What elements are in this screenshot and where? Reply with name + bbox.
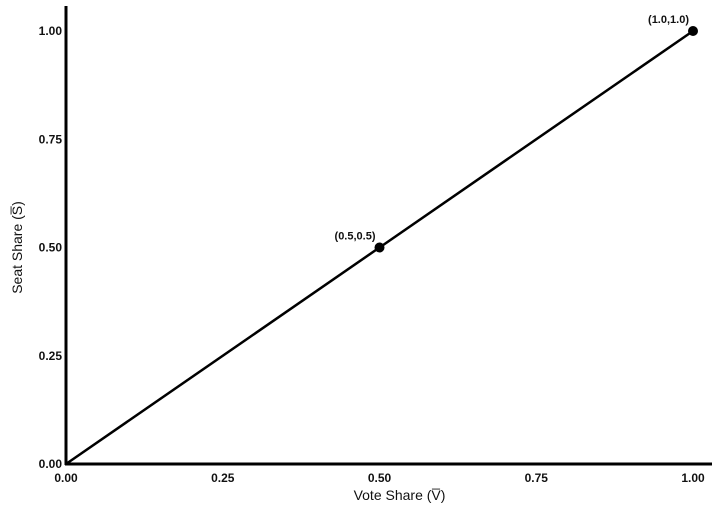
y-tick-label: 0.00 [39, 457, 63, 471]
point-label: (1.0,1.0) [648, 14, 689, 26]
x-tick-labels: 0.00 0.25 0.50 0.75 1.00 [54, 471, 705, 485]
y-tick-label: 0.25 [39, 349, 63, 363]
x-tick-label: 0.50 [368, 471, 392, 485]
data-point [374, 242, 385, 253]
y-axis-title: Seat Share (S̅) [9, 201, 25, 294]
x-axis-title: Vote Share (V̅) [354, 487, 446, 503]
y-tick-label: 1.00 [39, 24, 63, 38]
y-tick-label: 0.50 [39, 241, 63, 255]
y-tick-label: 0.75 [39, 132, 63, 146]
y-tick-labels: 0.00 0.25 0.50 0.75 1.00 [39, 24, 63, 471]
x-tick-label: 0.00 [54, 471, 78, 485]
axes [64, 6, 712, 466]
x-tick-label: 0.25 [211, 471, 235, 485]
plot-area: (0.5,0.5) (1.0,1.0) [65, 14, 698, 466]
point-label: (0.5,0.5) [335, 231, 376, 243]
x-tick-label: 0.75 [525, 471, 549, 485]
data-point [688, 26, 698, 36]
x-tick-label: 1.00 [681, 471, 705, 485]
